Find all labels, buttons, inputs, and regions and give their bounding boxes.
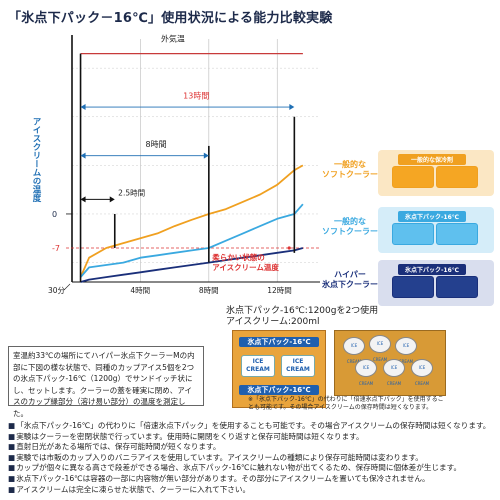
duration-arrow-13h-head bbox=[289, 104, 295, 111]
cooler-pack-icon bbox=[436, 223, 478, 245]
note-bullet: アイスクリームは完全に凍らせた状態で、クーラーに入れて下さい。 bbox=[8, 485, 496, 496]
chart-annotation: 13時間 bbox=[183, 91, 209, 100]
page-title: 「氷点下パック－16℃」使用状況による能力比較実験 bbox=[8, 11, 333, 26]
series-line bbox=[79, 164, 304, 278]
soft-ice-point bbox=[287, 246, 291, 250]
cooler-pack-icon bbox=[436, 166, 478, 188]
duration-arrow-2-5h-head bbox=[109, 196, 115, 203]
cooler-pack-icon bbox=[392, 166, 434, 188]
photo-ice-cup: ICE CREAM bbox=[369, 335, 391, 362]
photo-ice-cup: ICE CREAM bbox=[395, 337, 417, 364]
soft-ice-annotation: アイスクリーム温度 bbox=[212, 262, 279, 272]
notes-list: 「氷点下パック-16℃」の代わりに「倍速氷点下パック」を使用することも可能です。… bbox=[8, 421, 496, 495]
duration-arrow-13h-head bbox=[80, 104, 86, 111]
series-line bbox=[80, 247, 304, 283]
legend-pack-caption: 氷点下パック-16℃ bbox=[398, 264, 466, 275]
caption-line-1: 氷点下パック-16℃:1200gを2つ使用 bbox=[226, 306, 379, 316]
photo-caption: ※「氷点下パック-16℃」の代わりに「倍速氷点下パック」を使用することも可能です… bbox=[248, 396, 444, 411]
cooler-pack-icon bbox=[392, 276, 434, 298]
freeze-pack-label-bottom: 氷点下パック-16℃ bbox=[239, 385, 319, 395]
duration-arrow-2-5h-head bbox=[80, 196, 86, 203]
method-note: 室温約33℃の場所にてハイパー氷点下クーラーMの内部に下図の様な状態で、同種のカ… bbox=[8, 346, 204, 418]
photo-ice-cup: ICE CREAM bbox=[355, 359, 377, 386]
ice-cream-cup: ICE CREAM bbox=[241, 355, 275, 377]
caption-line-2: アイスクリーム:200ml bbox=[226, 317, 320, 327]
photo-ice-cup: ICE CREAM bbox=[383, 359, 405, 386]
legend-label: ハイパー 氷点下クーラー bbox=[322, 270, 378, 289]
x-tick-label: 4時間 bbox=[130, 286, 150, 295]
x-tick-label: 30分 bbox=[48, 286, 66, 295]
y-tick-label: -7 bbox=[52, 244, 60, 253]
cooler-pack-icon bbox=[392, 223, 434, 245]
note-bullet: 「氷点下パック-16℃」の代わりに「倍速氷点下パック」を使用することも可能です。… bbox=[8, 421, 496, 432]
chart-annotation: 8時間 bbox=[146, 140, 167, 149]
photo-ice-cup: ICE CREAM bbox=[411, 359, 433, 386]
legend-label: 一般的な ソフトクーラー bbox=[322, 217, 378, 236]
experiment-caption: 氷点下パック-16℃:1200gを2つ使用 アイスクリーム:200ml bbox=[226, 306, 378, 328]
x-tick-label: 12時間 bbox=[267, 286, 292, 295]
cooler-diagram: 氷点下パック-16℃ ICE CREAM ICE CREAM 氷点下パック-16… bbox=[232, 330, 326, 408]
note-bullet: カップが個々に異なる高さで段差ができる場合、氷点下パック-16℃に触れない物が出… bbox=[8, 463, 496, 474]
chart-annotation: 2.5時間 bbox=[118, 188, 145, 197]
y-tick-label: 0 bbox=[52, 210, 57, 219]
ice-cream-cup: ICE CREAM bbox=[281, 355, 315, 377]
soft-ice-annotation: 柔らかい状態の bbox=[212, 252, 265, 262]
legend-pack-caption: 氷点下パック-16℃ bbox=[398, 211, 466, 222]
duration-arrow-8h-head bbox=[80, 152, 86, 159]
note-bullet: 氷点下パック-16℃は容器の一部に内容物が無い部分があります。その部分にアイスク… bbox=[8, 474, 496, 485]
y-axis-label: アイスクリームの温度 bbox=[31, 117, 41, 203]
freeze-pack-label-top: 氷点下パック-16℃ bbox=[239, 337, 319, 347]
legend-label: 一般的な ソフトクーラー bbox=[322, 160, 378, 179]
chart-annotation: 外気温 bbox=[161, 33, 185, 43]
duration-arrow-8h-head bbox=[203, 152, 209, 159]
series-line bbox=[79, 203, 304, 278]
temperature-chart: 0 -7 アイスクリームの温度 30分 4時間 8時間 12時間 外気温 13時間 8時間 2.5時… bbox=[31, 33, 320, 295]
legend-pack-caption: 一般的な保冷剤 bbox=[398, 154, 466, 165]
note-bullet: 実験はクーラーを密閉状態で行っています。使用時に開閉をくり返すと保存可能時間は短… bbox=[8, 432, 496, 443]
note-bullet: 実験では市販のカップ入りのバニラアイスを使用しています。アイスクリームの種類によ… bbox=[8, 453, 496, 464]
x-origin-pointer bbox=[63, 283, 71, 291]
cooler-photo: ICE CREAM ICE CREAM ICE CREAM ICE CREAM … bbox=[334, 330, 446, 396]
note-bullet: 直射日光があたる場所では、保存可能時間が短くなります。 bbox=[8, 442, 496, 453]
photo-ice-cup: ICE CREAM bbox=[343, 337, 365, 364]
cooler-pack-icon bbox=[436, 276, 478, 298]
x-tick-label: 8時間 bbox=[199, 286, 219, 295]
